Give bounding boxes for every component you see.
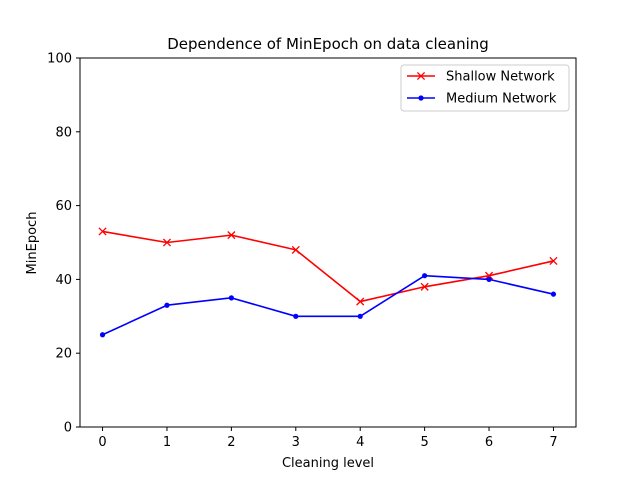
data-point-0-4 <box>356 297 365 306</box>
legend-entries: Shallow Network Medium Network <box>407 70 557 107</box>
x-tick-label: 7 <box>549 435 557 450</box>
data-point-0-2 <box>227 231 236 240</box>
data-point-0-5 <box>420 282 429 291</box>
legend-entry-1: Medium Network <box>407 92 557 107</box>
y-tick-label: 60 <box>55 199 72 214</box>
y-tick-label: 0 <box>64 421 72 436</box>
data-point-1-2 <box>228 295 234 301</box>
x-axis-ticks: 0 1 2 3 4 5 6 7 <box>98 427 558 450</box>
x-tick-label: 4 <box>356 435 364 450</box>
x-tick-label: 2 <box>227 435 235 450</box>
x-tick-label: 6 <box>485 435 493 450</box>
x-tick-label: 5 <box>420 435 428 450</box>
y-axis-label: MinEpoch <box>25 212 40 275</box>
legend-swatch-marker <box>416 71 426 81</box>
data-point-1-0 <box>99 332 106 338</box>
data-point-1-7 <box>550 291 557 297</box>
data-point-0-3 <box>291 245 300 254</box>
y-tick-label: 80 <box>55 125 72 140</box>
series-1 <box>99 273 557 338</box>
x-tick-label: 3 <box>292 435 300 450</box>
legend-box <box>400 64 570 112</box>
data-point-1-4 <box>357 313 363 319</box>
y-axis-ticks: 0 20 40 60 80 100 <box>47 52 80 436</box>
series-line-0 <box>102 230 554 303</box>
data-point-1-3 <box>293 313 299 319</box>
series-0 <box>98 227 558 306</box>
legend-label: Shallow Network <box>446 70 555 85</box>
y-tick-label: 100 <box>47 52 72 67</box>
x-tick-label: 0 <box>98 435 106 450</box>
legend-swatch-marker <box>418 95 424 101</box>
data-point-0-1 <box>162 238 172 247</box>
x-tick-label: 1 <box>163 435 171 450</box>
x-axis-label: Cleaning level <box>282 456 374 471</box>
data-point-0-6 <box>484 271 494 280</box>
data-point-1-6 <box>486 276 492 282</box>
data-point-0-0 <box>98 227 107 236</box>
y-tick-label: 40 <box>55 273 72 288</box>
data-point-0-7 <box>549 256 558 266</box>
legend-label: Medium Network <box>446 92 557 107</box>
data-point-1-1 <box>164 302 170 308</box>
plot-frame <box>79 57 577 428</box>
legend-entry-0: Shallow Network <box>407 70 555 85</box>
series-line-1 <box>102 274 554 336</box>
chart-title: Dependence of MinEpoch on data cleaning <box>167 35 489 53</box>
y-tick-label: 20 <box>55 347 72 362</box>
data-point-1-5 <box>422 273 428 279</box>
legend: Shallow Network Medium Network <box>400 64 570 112</box>
series-layer <box>98 227 558 338</box>
